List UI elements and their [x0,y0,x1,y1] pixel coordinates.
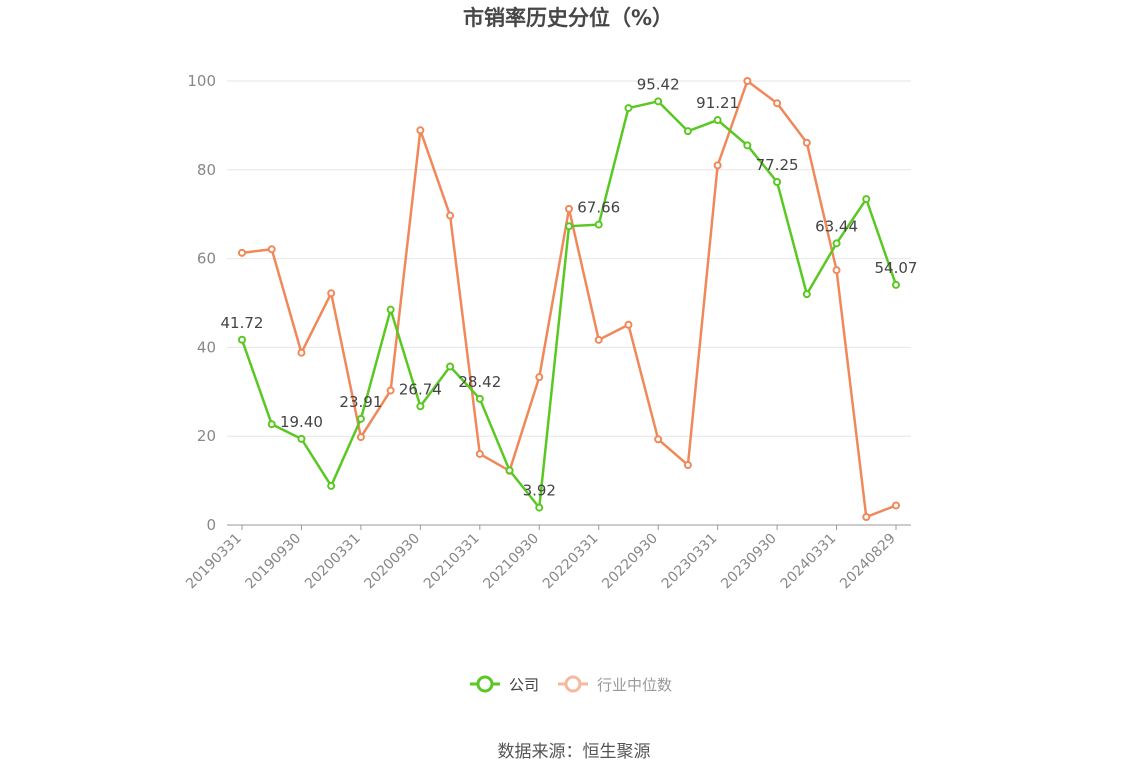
data-point-industry[interactable] [802,138,811,147]
data-point-company[interactable] [683,127,692,136]
x-tick-label: 20200331 [302,531,364,593]
grid [227,80,911,437]
data-point-industry[interactable] [297,348,306,357]
data-label: 67.66 [577,199,620,217]
x-tick-label: 20190930 [243,531,305,593]
data-point-company[interactable] [356,414,365,423]
data-point-industry[interactable] [594,335,603,344]
y-tick-label: 0 [206,516,216,534]
data-point-industry[interactable] [386,386,395,395]
data-point-industry[interactable] [713,161,722,170]
data-point-company[interactable] [773,178,782,187]
x-tick-label: 20210331 [421,531,483,593]
data-point-company[interactable] [535,503,544,512]
data-point-industry[interactable] [535,373,544,382]
data-labels: 41.72 19.40 23.91 26.74 28.42 3.92 67.66 95.42 9… [221,75,918,499]
x-tick-label: 20230331 [659,531,721,593]
series-group [238,77,900,522]
data-label: 77.25 [756,156,799,174]
y-tick-label: 80 [197,161,216,179]
data-point-company[interactable] [713,116,722,125]
data-label: 19.40 [280,413,323,431]
data-point-company[interactable] [892,280,900,289]
legend-company-marker [476,675,494,693]
data-point-industry[interactable] [446,211,455,220]
data-point-industry[interactable] [773,99,782,108]
data-point-industry[interactable] [238,248,246,257]
data-point-industry[interactable] [565,204,573,213]
x-tick-label: 20210930 [480,531,542,593]
data-label: 23.91 [339,393,382,411]
data-point-company[interactable] [297,434,306,443]
legend-item-company[interactable]: 公司 [470,675,539,694]
data-label: 3.92 [523,482,556,500]
data-point-company[interactable] [624,104,633,113]
data-point-industry[interactable] [267,245,276,254]
data-label: 91.21 [696,94,739,112]
data-point-company[interactable] [416,402,425,411]
data-point-company[interactable] [862,195,871,204]
y-tick-label: 40 [197,338,216,356]
data-point-company[interactable] [446,362,455,371]
x-tick-label: 20220331 [540,531,602,593]
legend-company-label: 公司 [509,676,539,694]
x-tick-label: 20240331 [778,531,840,593]
data-point-industry[interactable] [624,320,633,329]
data-point-industry[interactable] [654,435,663,444]
data-point-company[interactable] [327,481,336,490]
data-point-industry[interactable] [475,449,484,458]
data-point-company[interactable] [802,290,811,299]
y-tick-label: 20 [197,427,216,445]
series-line-industry [241,79,897,519]
legend-item-industry[interactable]: 行业中位数 [558,675,672,694]
data-point-company[interactable] [654,97,663,106]
data-point-company[interactable] [386,305,395,314]
source-note: 数据来源：恒生聚源 [498,742,651,762]
y-axis: 0 20 40 60 80 100 [187,72,216,534]
data-point-industry[interactable] [892,501,900,510]
data-label: 95.42 [637,75,680,93]
data-label: 54.07 [875,259,918,277]
data-label: 28.42 [458,373,501,391]
x-tick-label: 20240829 [837,531,899,593]
x-axis: 2019033120190930202003312020093020210331… [183,524,911,593]
x-tick-label: 20190331 [183,531,245,593]
y-tick-label: 60 [197,250,216,268]
data-point-company[interactable] [565,222,573,231]
legend[interactable]: 公司 行业中位数 [470,675,672,694]
chart-title: 市销率历史分位（%） [463,6,673,30]
data-point-company[interactable] [238,335,246,344]
data-point-industry[interactable] [862,513,871,522]
data-point-industry[interactable] [832,266,841,275]
data-label: 63.44 [815,217,858,235]
data-point-industry[interactable] [743,77,752,85]
y-tick-label: 100 [187,72,216,90]
data-point-company[interactable] [594,220,603,229]
x-tick-label: 20200930 [361,531,423,593]
data-point-industry[interactable] [327,289,336,298]
data-label: 26.74 [399,380,442,398]
legend-industry-marker [564,675,582,693]
data-point-industry[interactable] [683,461,692,470]
data-label: 41.72 [221,314,264,332]
data-point-company[interactable] [743,141,752,150]
data-point-company[interactable] [505,466,514,475]
x-tick-label: 20220930 [599,531,661,593]
data-point-company[interactable] [832,239,841,248]
legend-industry-label: 行业中位数 [597,676,672,694]
data-point-company[interactable] [475,394,484,403]
data-point-company[interactable] [267,420,276,429]
data-point-industry[interactable] [356,433,365,442]
x-tick-label: 20230930 [718,531,780,593]
data-point-industry[interactable] [416,126,425,135]
